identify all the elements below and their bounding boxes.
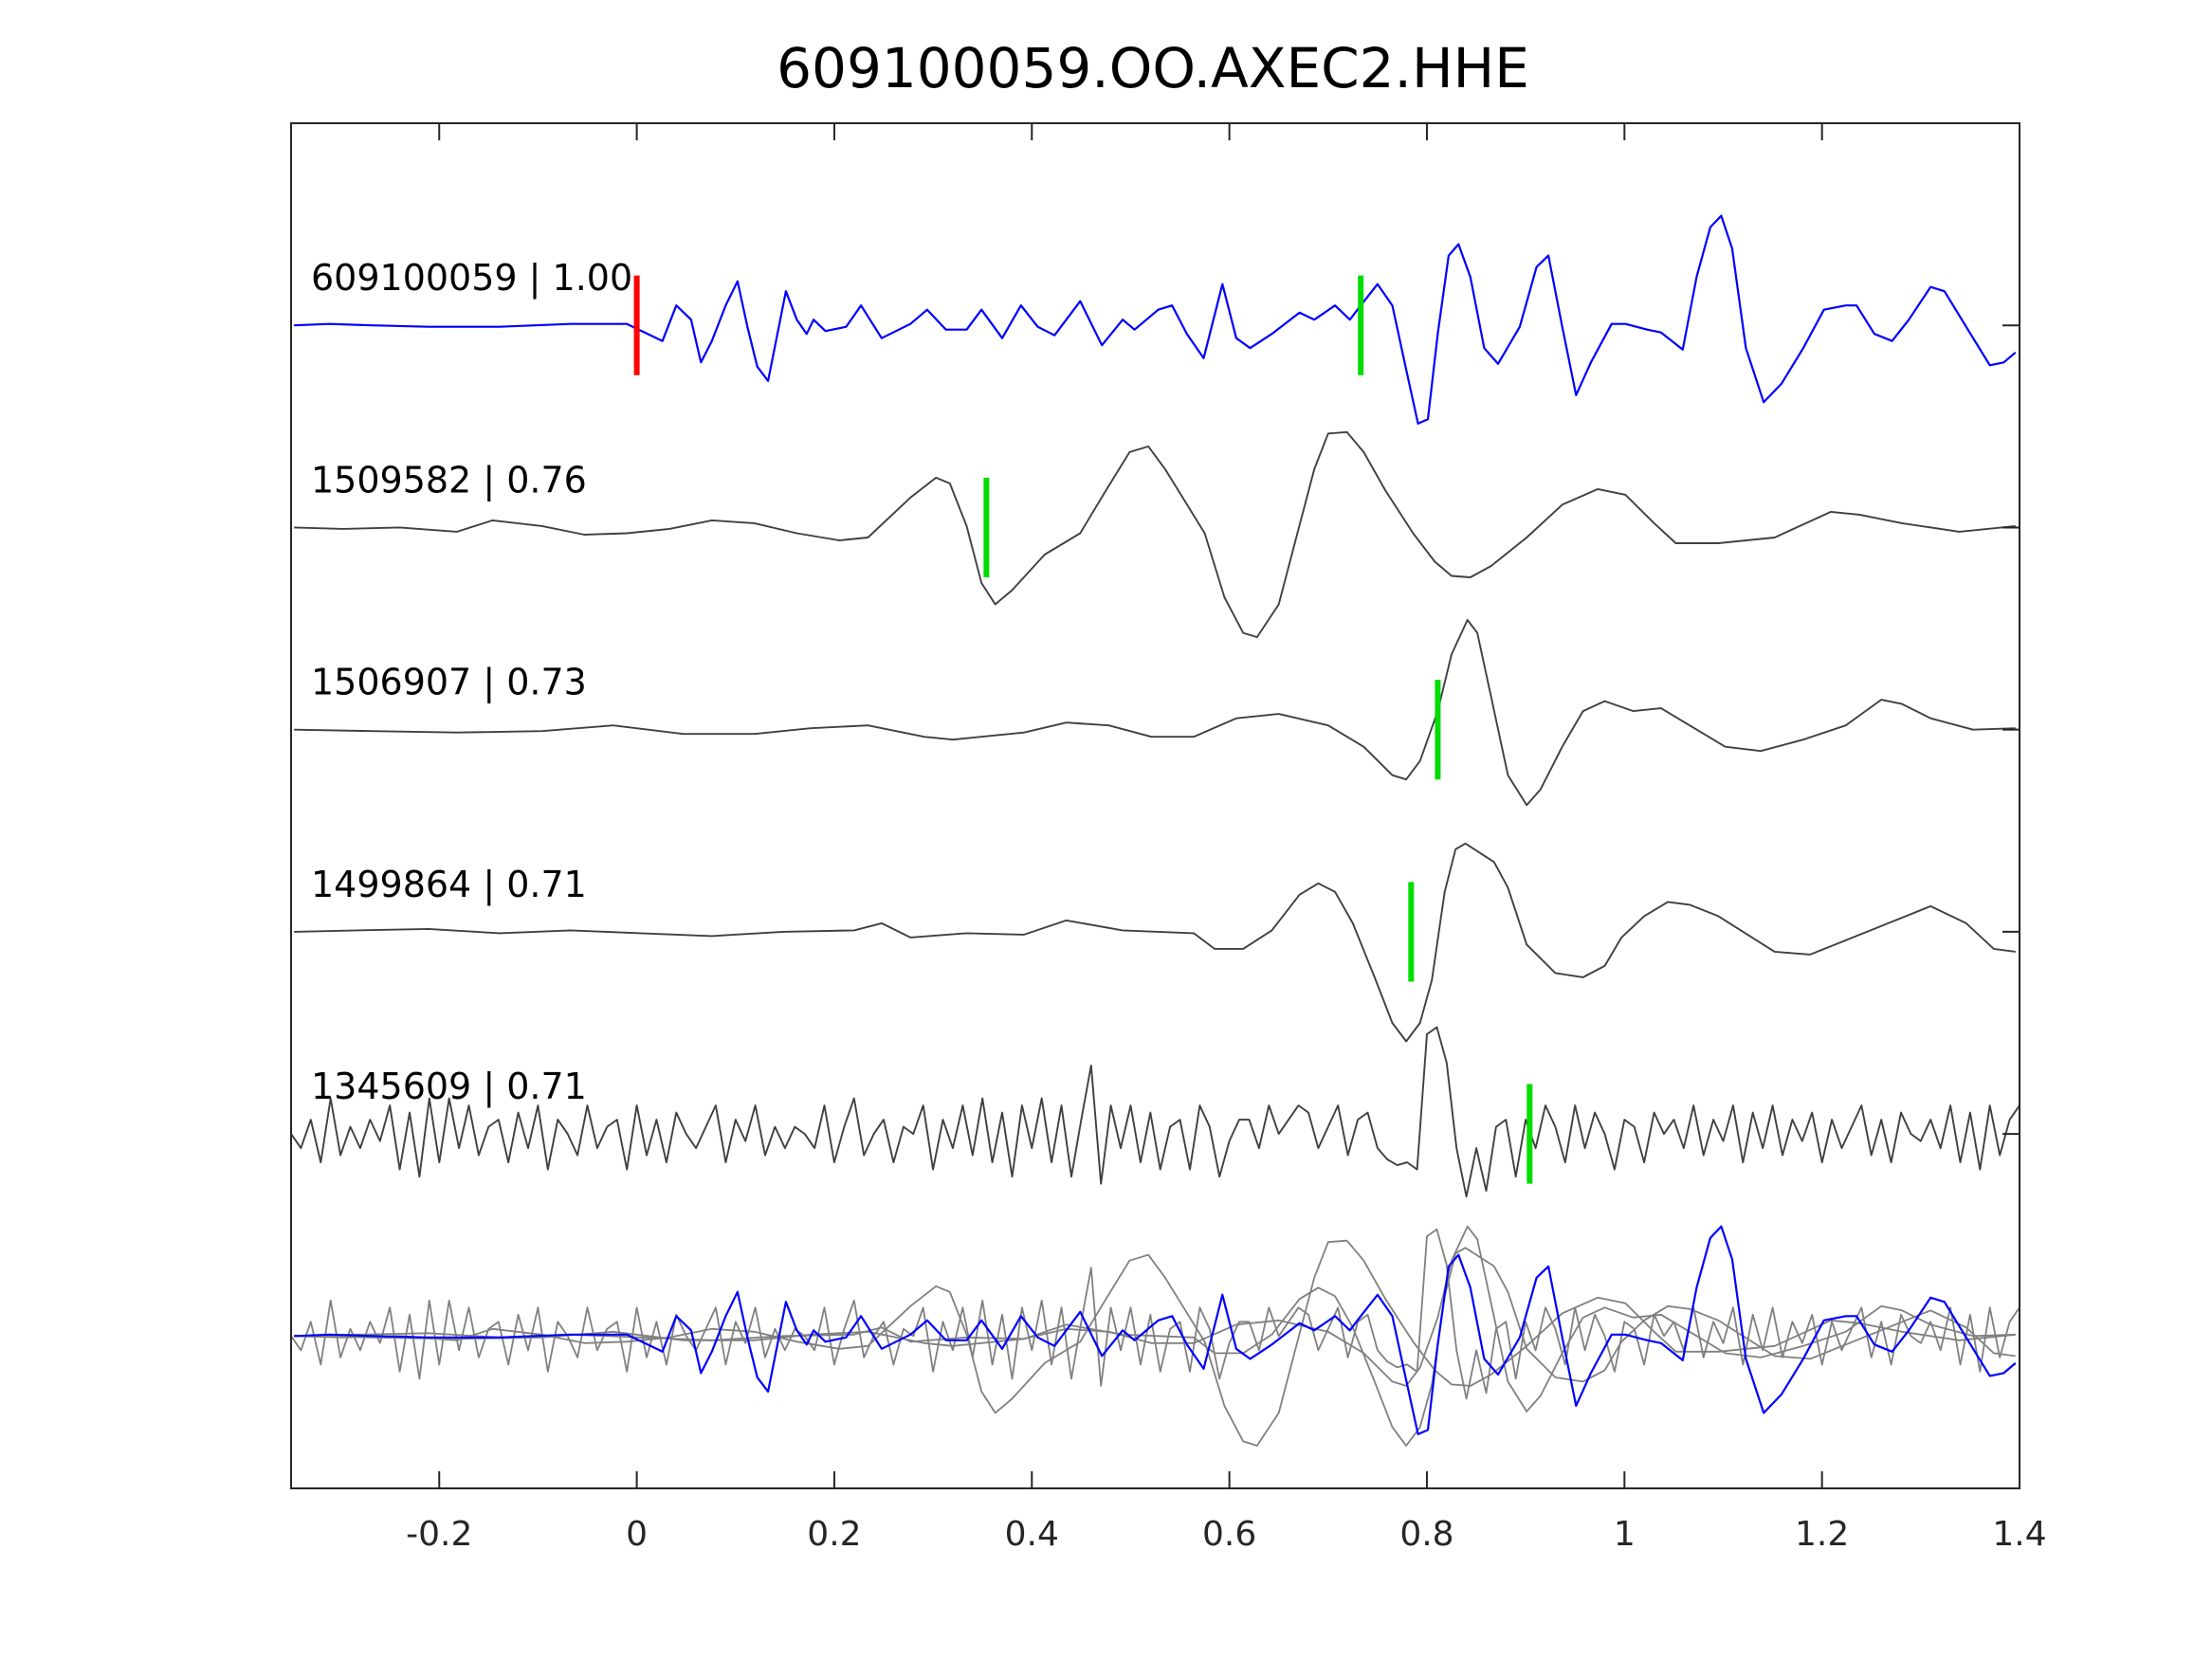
stack-trace-match [291,1228,2020,1400]
x-tick-label: 0.6 [1202,1515,1256,1554]
stack-panel [291,1225,2020,1447]
stack-trace-match [294,1247,2016,1447]
trace-label: 1509582 | 0.76 [311,459,587,501]
trace-label: 1506907 | 0.73 [311,662,587,704]
trace-label: 609100059 | 1.00 [311,257,632,300]
match-waveform [294,619,2016,807]
stack-trace-match [294,1225,2016,1413]
trace-4 [291,1026,2020,1198]
x-tick-label: 1 [1614,1515,1636,1554]
x-tick-label: 0.8 [1399,1515,1453,1554]
trace-0 [294,214,2017,425]
stack-trace-template [294,1225,2017,1436]
trace-label: 1345609 | 0.71 [311,1066,587,1108]
template-waveform [294,214,2017,425]
match-waveform [294,430,2016,639]
x-tick-label: 0.4 [1005,1515,1059,1554]
x-tick-label: 1.4 [1992,1515,2046,1554]
match-waveform [291,1026,2020,1198]
trace-label: 1499864 | 0.71 [311,864,587,906]
traces-group: 609100059 | 1.00 1509582 | 0.76 1506907 | … [291,214,2020,1447]
match-waveform [294,842,2016,1043]
plot-frame [290,122,2020,1489]
x-tick-label: 0 [626,1515,648,1554]
axes-group: -0.2 0 0.2 0.4 0.6 0.8 1 1.2 1.4 [290,122,2047,1554]
x-tick-label: 0.2 [807,1515,861,1554]
trace-2 [294,619,2016,807]
trace-1 [294,430,2016,639]
x-tick-label: -0.2 [406,1515,472,1554]
trace-3 [294,842,2016,1043]
x-tick-label: 1.2 [1795,1515,1849,1554]
chart-title: 609100059.OO.AXEC2.HHE [777,36,1529,100]
stack-trace-match [294,1239,2016,1447]
